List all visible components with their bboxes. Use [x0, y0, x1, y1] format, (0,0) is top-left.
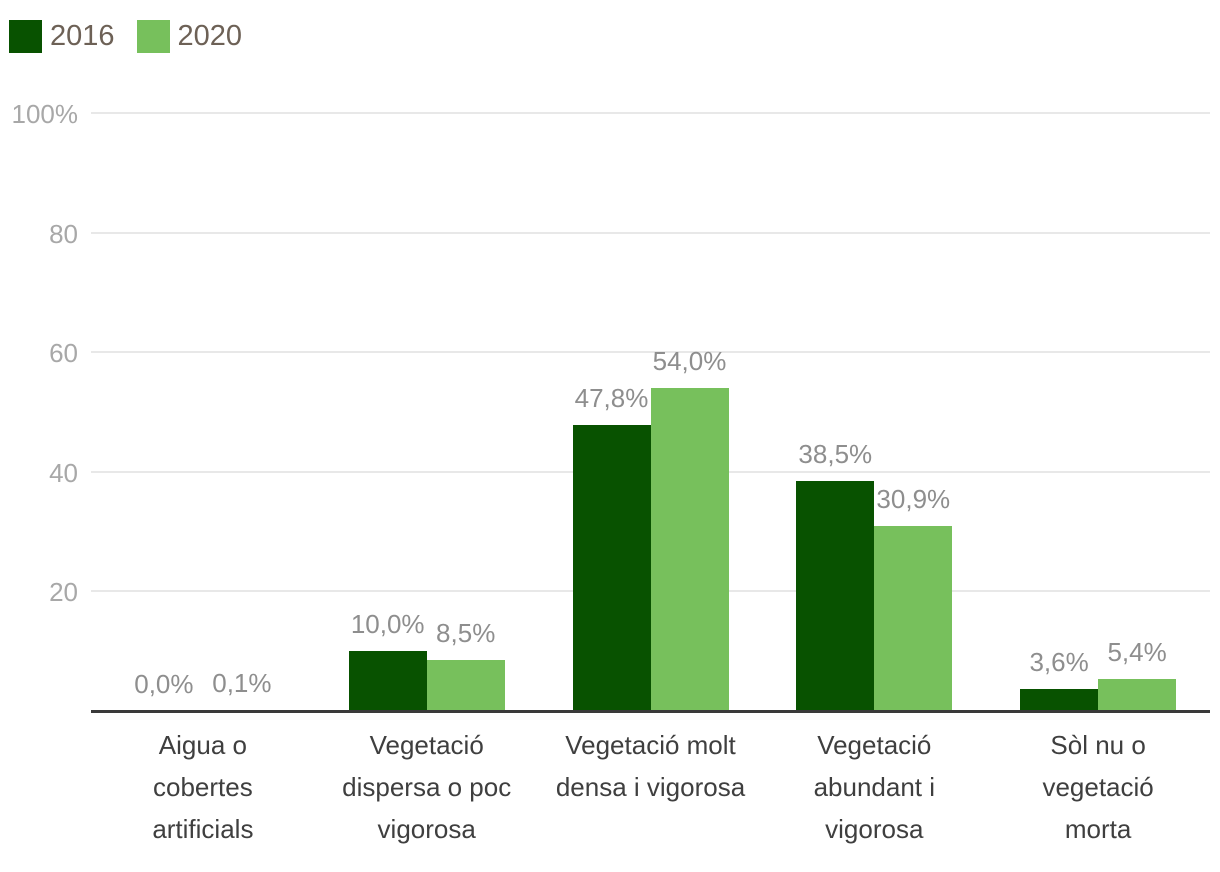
bar-2016-category-2: [348, 651, 427, 711]
plot-area: 0,0% 10,0% 47,8% 38,5% 3,6% 0,1% 8,5% 54,0% 30,9…: [91, 112, 1210, 713]
legend-item-2020[interactable]: 2020: [136, 20, 243, 53]
bar-2020-category-4: [874, 526, 953, 711]
y-tick-label-40: 40: [49, 457, 78, 488]
bar-2016-category-4: [796, 480, 875, 711]
category-label-1: Aigua o cobertes artificials: [152, 730, 254, 844]
value-label-2020-category-2: 8,5%: [436, 618, 496, 649]
value-label-2020-category-3: 54,0%: [652, 346, 727, 377]
y-tick-label-80: 80: [49, 218, 78, 249]
value-label-2016-category-5: 3,6%: [1029, 647, 1089, 678]
category-label-2: Vegetació dispersa o poc vigorosa: [342, 730, 512, 844]
category-label-4: Vegetació abundant i vigorosa: [813, 730, 936, 844]
value-label-2016-category-4: 38,5%: [798, 438, 873, 469]
value-label-2020-category-4: 30,9%: [876, 484, 951, 515]
x-axis-line: [91, 710, 1210, 713]
category-label-3: Vegetació molt densa i vigorosa: [555, 730, 746, 802]
y-tick-label-60: 60: [49, 338, 78, 369]
category-label-5: Sòl nu o vegetació morta: [1042, 730, 1154, 844]
y-tick-label-20: 20: [49, 577, 78, 608]
bar-2020-category-3: [650, 388, 729, 711]
bar-2016-category-3: [572, 425, 651, 711]
gridline-60: [91, 351, 1210, 354]
legend-swatch-2016-icon: [9, 20, 42, 53]
value-label-2020-category-1: 0,1%: [212, 668, 272, 699]
value-label-2016-category-1: 0,0%: [134, 669, 194, 699]
legend-item-2016[interactable]: 2016: [9, 20, 115, 53]
gridline-80: [91, 231, 1210, 234]
chart-legend: 2016 2020: [9, 20, 242, 53]
legend-label-2016: 2016: [50, 20, 115, 52]
bar-2016-category-5: [1020, 689, 1099, 711]
legend-label-2020: 2020: [177, 20, 243, 52]
value-label-2016-category-3: 47,8%: [574, 383, 649, 414]
legend-swatch-2020-icon: [136, 20, 170, 53]
value-label-2016-category-2: 10,0%: [350, 609, 425, 640]
value-label-2020-category-5: 5,4%: [1107, 636, 1167, 667]
gridline-100: [91, 112, 1210, 114]
y-tick-label-100: 100%: [11, 99, 79, 129]
bar-2020-category-2: [426, 660, 505, 711]
bar-2020-category-5: [1098, 678, 1177, 711]
